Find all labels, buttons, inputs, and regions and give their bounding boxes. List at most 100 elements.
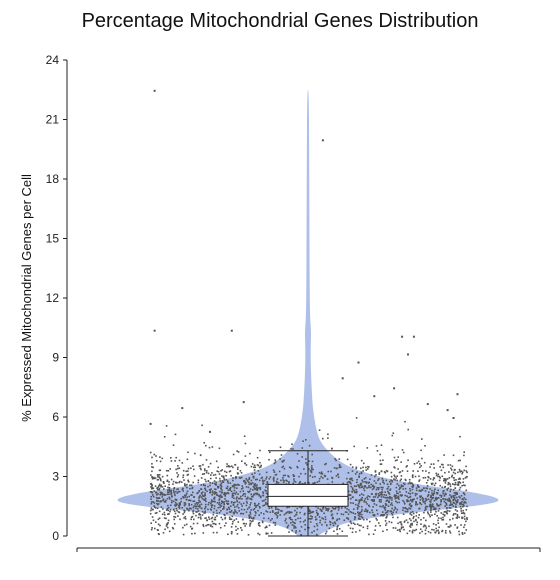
scatter-point xyxy=(403,521,406,523)
scatter-point xyxy=(271,518,273,520)
scatter-point xyxy=(356,481,358,484)
scatter-point xyxy=(413,515,415,518)
scatter-point xyxy=(400,524,403,526)
scatter-point xyxy=(358,505,360,508)
scatter-point xyxy=(212,474,215,476)
scatter-point xyxy=(205,517,207,519)
scatter-point xyxy=(185,492,188,495)
scatter-point xyxy=(367,498,369,501)
scatter-point xyxy=(392,516,394,519)
scatter-point xyxy=(347,524,350,527)
scatter-point xyxy=(193,496,195,498)
scatter-point xyxy=(379,491,381,494)
scatter-point xyxy=(430,494,432,497)
scatter-point xyxy=(400,527,403,530)
scatter-point xyxy=(322,477,324,479)
scatter-point xyxy=(186,474,189,476)
scatter-point xyxy=(419,502,421,505)
scatter-point xyxy=(192,509,195,512)
scatter-point xyxy=(288,466,291,469)
scatter-point xyxy=(372,506,374,508)
scatter-point xyxy=(238,501,241,504)
scatter-point xyxy=(233,492,235,494)
scatter-point xyxy=(440,500,442,502)
scatter-point xyxy=(459,496,461,499)
scatter-point xyxy=(338,518,341,520)
scatter-point xyxy=(465,509,468,511)
scatter-point xyxy=(272,511,274,513)
scatter-point xyxy=(336,512,339,515)
scatter-point xyxy=(368,486,370,489)
scatter-point xyxy=(179,480,181,483)
scatter-point xyxy=(460,502,462,504)
scatter-point xyxy=(462,509,464,512)
scatter-point xyxy=(324,507,327,509)
scatter-point xyxy=(295,531,297,534)
scatter-point xyxy=(205,524,207,527)
scatter-point xyxy=(207,508,209,511)
scatter-point xyxy=(232,504,235,506)
scatter-point xyxy=(187,451,189,454)
scatter-point xyxy=(234,509,236,511)
scatter-point xyxy=(368,533,370,536)
scatter-point xyxy=(212,500,215,503)
scatter-point xyxy=(391,434,394,437)
scatter-point xyxy=(266,482,269,484)
scatter-point xyxy=(226,463,228,465)
scatter-point xyxy=(161,496,164,498)
scatter-point xyxy=(294,522,296,525)
scatter-point xyxy=(413,520,415,523)
scatter-point xyxy=(177,488,179,490)
scatter-point xyxy=(150,522,152,524)
scatter-point xyxy=(200,488,203,490)
scatter-point xyxy=(358,524,361,527)
scatter-point xyxy=(191,532,193,535)
scatter-point xyxy=(320,475,322,478)
scatter-point xyxy=(337,473,339,476)
scatter-point xyxy=(355,417,358,419)
scatter-point xyxy=(369,520,371,523)
scatter-point xyxy=(390,475,393,478)
outlier-point xyxy=(341,377,344,380)
scatter-point xyxy=(257,470,260,472)
scatter-point xyxy=(356,506,359,509)
scatter-point xyxy=(182,469,185,472)
scatter-point xyxy=(358,475,360,477)
scatter-point xyxy=(452,505,454,507)
scatter-point xyxy=(192,510,194,513)
scatter-point xyxy=(186,486,188,489)
scatter-point xyxy=(432,463,435,465)
scatter-point xyxy=(444,498,447,501)
scatter-point xyxy=(419,496,421,499)
scatter-point xyxy=(209,484,211,487)
scatter-point xyxy=(151,491,153,494)
y-tick-label: 12 xyxy=(46,291,60,305)
scatter-point xyxy=(276,482,278,484)
scatter-point xyxy=(427,479,429,482)
scatter-point xyxy=(385,494,387,496)
scatter-point xyxy=(220,485,223,488)
scatter-point xyxy=(387,491,390,494)
scatter-point xyxy=(379,505,381,508)
scatter-point xyxy=(406,500,409,503)
scatter-point xyxy=(254,488,256,491)
scatter-point xyxy=(304,519,306,522)
scatter-point xyxy=(233,512,235,515)
scatter-point xyxy=(424,476,427,479)
scatter-point xyxy=(204,494,206,496)
scatter-point xyxy=(408,481,411,483)
scatter-point xyxy=(346,517,348,519)
scatter-point xyxy=(277,482,280,484)
scatter-point xyxy=(175,504,178,506)
scatter-point xyxy=(196,503,199,506)
scatter-point xyxy=(283,467,286,470)
scatter-point xyxy=(217,486,219,489)
scatter-point xyxy=(273,462,276,465)
scatter-point xyxy=(327,510,329,512)
scatter-point xyxy=(445,523,448,525)
scatter-point xyxy=(256,489,258,491)
scatter-point xyxy=(386,487,389,490)
scatter-point xyxy=(211,490,214,492)
scatter-point xyxy=(466,505,468,508)
scatter-point xyxy=(262,494,265,497)
